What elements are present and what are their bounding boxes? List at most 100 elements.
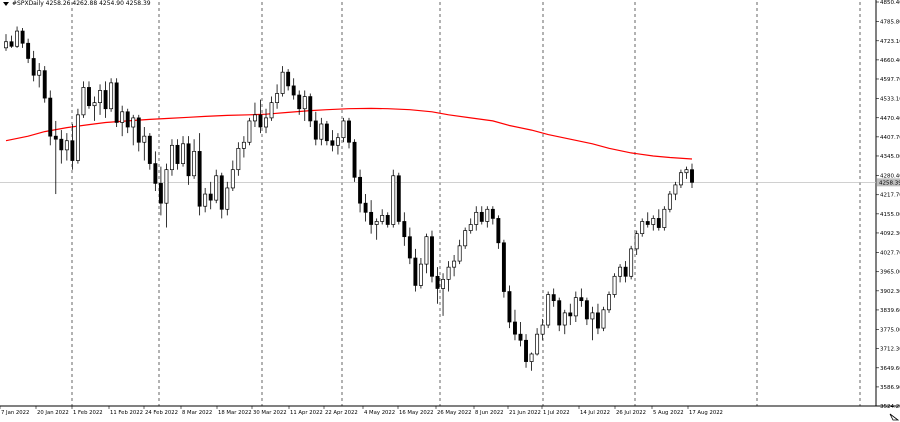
x-tick-label: 16 May 2022 xyxy=(399,410,434,416)
candle-body xyxy=(219,175,224,210)
candle xyxy=(313,111,318,146)
x-tick-label: 1 Jul 2022 xyxy=(543,410,570,416)
candle-body xyxy=(667,193,672,210)
candle-body xyxy=(347,120,351,143)
candle-body xyxy=(623,266,628,277)
candle-body xyxy=(280,71,285,94)
candle-body xyxy=(275,93,280,104)
candle-body xyxy=(286,71,291,87)
candle-body xyxy=(9,41,14,47)
candle xyxy=(341,117,346,143)
candle xyxy=(358,169,363,213)
candle-body xyxy=(540,324,545,335)
candle-body xyxy=(125,111,130,128)
candle-body xyxy=(590,312,595,320)
candle xyxy=(645,212,650,228)
candle-body xyxy=(269,102,274,119)
candle-body xyxy=(170,144,174,171)
candle-body xyxy=(42,70,47,99)
candle xyxy=(684,166,689,179)
candle-body xyxy=(131,117,136,128)
candle-body xyxy=(546,294,551,326)
candle xyxy=(181,136,185,167)
candle-body xyxy=(485,208,490,222)
candle xyxy=(446,261,451,292)
candle-body xyxy=(673,184,678,195)
candle xyxy=(407,227,412,265)
candle xyxy=(158,166,163,216)
candle xyxy=(92,96,97,121)
candle-body xyxy=(164,169,169,204)
candle-body xyxy=(557,300,562,326)
candle-body xyxy=(4,41,8,49)
candle xyxy=(662,206,667,231)
y-tick-label: 4785.80 xyxy=(880,20,900,26)
candle xyxy=(280,66,285,97)
candle xyxy=(31,50,36,82)
candle-body xyxy=(291,85,296,96)
candle xyxy=(573,291,578,322)
candle-body xyxy=(313,120,318,140)
candle-body xyxy=(418,263,423,286)
candle xyxy=(125,108,130,134)
candle xyxy=(164,163,169,228)
x-tick-label: 20 Jan 2022 xyxy=(37,410,69,416)
candle-body xyxy=(562,312,567,326)
candle xyxy=(485,206,490,228)
candle-body xyxy=(103,90,108,110)
candle-body xyxy=(690,169,694,183)
candle xyxy=(103,81,108,118)
candle xyxy=(269,96,274,121)
candle xyxy=(15,26,20,48)
x-tick-label: 30 Mar 2022 xyxy=(253,410,287,416)
candle xyxy=(236,142,241,176)
y-tick-label: 3586.90 xyxy=(880,385,900,391)
candle-body xyxy=(81,87,86,116)
candle xyxy=(601,306,606,332)
candle-body xyxy=(225,187,230,210)
current-price-label: 4258.39 xyxy=(877,178,900,187)
y-tick-label: 4597.70 xyxy=(880,77,900,83)
candle-body xyxy=(20,30,25,44)
candle xyxy=(120,105,125,137)
candle-body xyxy=(579,297,584,302)
candle-body xyxy=(518,333,523,341)
candle xyxy=(214,169,219,204)
candle xyxy=(607,291,611,313)
candle xyxy=(275,84,280,109)
candle-body xyxy=(26,42,31,59)
candle-body xyxy=(452,260,457,268)
candle-body xyxy=(651,218,656,225)
candle xyxy=(9,35,14,48)
dropdown-arrow-icon[interactable] xyxy=(3,1,9,6)
candle-body xyxy=(203,193,208,207)
candle xyxy=(136,114,141,152)
candle xyxy=(131,114,136,146)
candle-body xyxy=(413,257,418,286)
y-tick-label: 3902.30 xyxy=(880,289,900,295)
candle-body xyxy=(236,147,241,171)
candle xyxy=(656,209,661,231)
candle xyxy=(170,139,174,176)
candle-body xyxy=(380,215,385,222)
candle-body xyxy=(59,138,64,151)
candle xyxy=(413,248,418,292)
candle xyxy=(490,206,495,225)
candle xyxy=(535,328,540,356)
candle xyxy=(324,120,329,146)
candle xyxy=(634,230,639,255)
candle xyxy=(308,93,313,128)
candle xyxy=(690,163,694,188)
candle xyxy=(59,130,64,164)
candle xyxy=(225,181,230,216)
x-tick-label: 26 May 2022 xyxy=(437,410,472,416)
symbol-ohlc-text: #SPXDaily 4258.26 4262.88 4254.90 4258.3… xyxy=(12,0,151,7)
candle xyxy=(192,139,197,179)
candle-body xyxy=(634,233,639,250)
candle xyxy=(463,227,468,249)
y-tick-label: 4217.70 xyxy=(880,193,900,199)
candle-body xyxy=(330,140,335,146)
y-tick-label: 4155.00 xyxy=(880,212,900,218)
candle-body xyxy=(402,221,407,238)
